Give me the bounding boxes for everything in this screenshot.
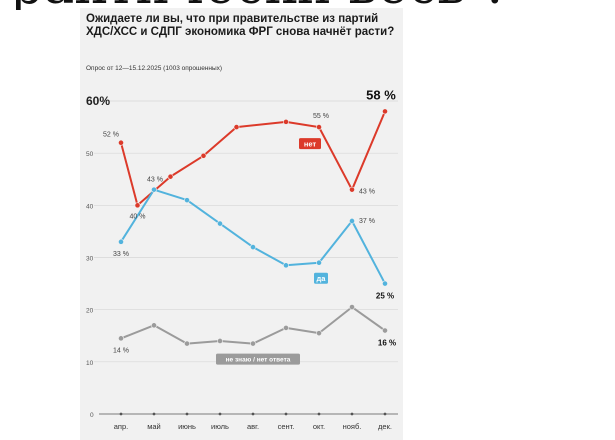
series-tag-badge bbox=[314, 272, 328, 284]
data-point bbox=[382, 108, 388, 115]
x-tick-label: май bbox=[147, 422, 161, 431]
data-point bbox=[184, 197, 190, 204]
y-tick-label: 50 bbox=[86, 151, 94, 158]
data-label: 25 % bbox=[376, 292, 394, 301]
x-axis-tick bbox=[383, 412, 387, 416]
y-tick-label: 10 bbox=[86, 360, 94, 367]
data-label: 33 % bbox=[113, 251, 129, 258]
data-point bbox=[250, 340, 256, 347]
data-label: 55 % bbox=[313, 113, 329, 120]
data-label: 37 % bbox=[359, 218, 375, 225]
data-point bbox=[233, 124, 240, 130]
data-point bbox=[151, 186, 157, 193]
data-point bbox=[349, 304, 355, 310]
data-point bbox=[349, 186, 355, 193]
x-axis-tick bbox=[284, 412, 288, 416]
data-point bbox=[316, 330, 322, 337]
x-tick-label: нояб. bbox=[343, 422, 362, 431]
data-point bbox=[151, 322, 157, 329]
y-tick-label: 60% bbox=[86, 94, 110, 108]
data-point bbox=[382, 327, 388, 334]
series-line bbox=[120, 188, 386, 285]
series-tag-label: не знаю / нет ответа bbox=[226, 357, 291, 364]
data-point bbox=[167, 173, 174, 180]
data-point bbox=[283, 118, 289, 125]
x-tick-label: сент. bbox=[278, 422, 295, 431]
data-point bbox=[217, 338, 223, 344]
chart-title: Ожидаете ли вы, что при правительстве из… bbox=[86, 13, 395, 38]
x-axis-tick bbox=[218, 412, 222, 416]
series-tag-badge bbox=[299, 138, 321, 150]
data-label: 43 % bbox=[359, 189, 375, 196]
data-point bbox=[118, 335, 124, 342]
series-tag-label: нет bbox=[304, 140, 317, 149]
data-point bbox=[283, 325, 289, 331]
data-label: 14 % bbox=[113, 347, 129, 354]
y-tick-label: 30 bbox=[86, 256, 94, 263]
data-point bbox=[217, 220, 223, 227]
data-point bbox=[200, 152, 207, 159]
y-tick-label: 20 bbox=[86, 308, 94, 315]
data-point bbox=[118, 139, 124, 146]
chart-card: Ожидаете ли вы, что при правительстве из… bbox=[80, 8, 403, 440]
data-point bbox=[118, 238, 124, 245]
x-tick-label: окт. bbox=[313, 422, 325, 431]
data-label: 40 % bbox=[130, 213, 146, 220]
y-tick-label: 40 bbox=[86, 203, 94, 210]
data-point bbox=[134, 202, 141, 209]
page-header-strip: рактически весь ? bbox=[0, 0, 615, 10]
x-axis-tick bbox=[185, 412, 189, 416]
series-line bbox=[120, 306, 386, 345]
data-point bbox=[349, 218, 355, 224]
x-tick-label: июль bbox=[211, 422, 229, 431]
x-axis-tick bbox=[251, 412, 255, 416]
x-tick-label: июнь bbox=[178, 422, 196, 431]
data-label: 43 % bbox=[147, 177, 163, 184]
data-label: 58 % bbox=[366, 87, 396, 102]
data-point bbox=[184, 340, 190, 347]
page-header-fragment: рактически весь ? bbox=[10, 0, 510, 10]
series-tag-label: да bbox=[317, 274, 327, 283]
x-axis-tick bbox=[350, 412, 354, 416]
data-point bbox=[316, 124, 322, 130]
data-point bbox=[283, 262, 289, 269]
data-label: 16 % bbox=[378, 339, 396, 348]
x-axis-tick bbox=[152, 412, 156, 416]
data-point bbox=[382, 280, 388, 287]
y-tick-label: 0 bbox=[90, 412, 94, 419]
line-chart: 60% 50 40 30 20 10 0 апр. май июнь июль авг. сент. ок… bbox=[86, 87, 398, 431]
chart-subtitle: Опрос от 12—15.12.2025 (1003 опрошенных) bbox=[86, 65, 223, 72]
series-tag-badge bbox=[216, 353, 300, 365]
data-label: 52 % bbox=[103, 132, 119, 139]
x-tick-label: апр. bbox=[114, 422, 129, 431]
x-tick-label: авг. bbox=[247, 422, 259, 431]
data-point bbox=[316, 259, 322, 266]
data-point bbox=[250, 244, 256, 250]
x-axis-tick bbox=[119, 412, 123, 416]
x-axis-tick bbox=[317, 412, 321, 416]
x-tick-label: дек. bbox=[378, 422, 392, 431]
